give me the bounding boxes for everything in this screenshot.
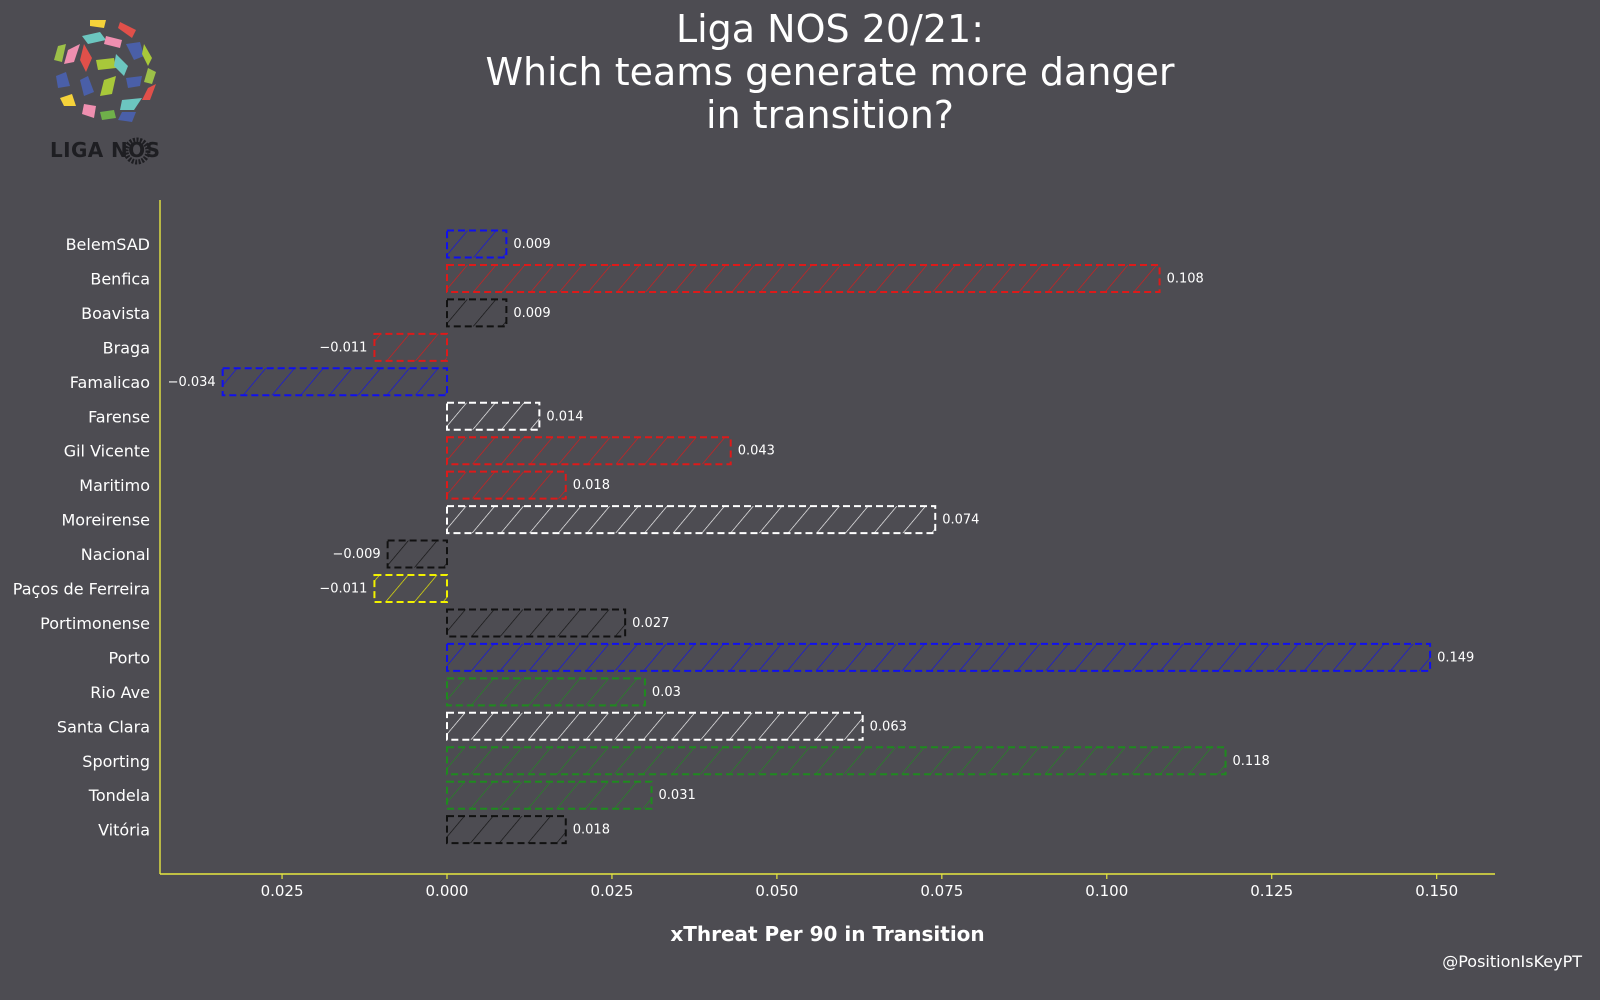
y-tick-label: Farense <box>88 407 150 426</box>
logo-o-icon <box>123 137 151 165</box>
y-tick-label: Boavista <box>81 304 150 323</box>
y-tick-label: Paços de Ferreira <box>13 580 150 599</box>
value-label: 0.014 <box>546 409 583 424</box>
bar-portimonense <box>446 608 627 638</box>
value-label: 0.018 <box>573 478 610 493</box>
bars-layer: 0.009 0.108 0.009 −0.011 −0.034 0.014 0.043 0.0… <box>168 229 1474 845</box>
value-label: 0.03 <box>652 685 681 700</box>
y-tick-label: Rio Ave <box>90 683 150 702</box>
x-axis-label: xThreat Per 90 in Transition <box>670 922 985 946</box>
y-tick-label: BelemSAD <box>66 235 150 254</box>
value-label: 0.149 <box>1437 650 1474 665</box>
axes-layer: BelemSAD Benfica Boavista Braga Famalicao Far… <box>13 200 1495 900</box>
bar-sporting <box>446 746 1227 776</box>
x-tick-label: 0.050 <box>755 882 798 900</box>
y-tick-label: Gil Vicente <box>64 442 150 461</box>
value-label: 0.018 <box>573 823 610 838</box>
bar-boavista <box>446 298 508 328</box>
bar-farense <box>446 401 541 431</box>
x-tick-label: 0.150 <box>1415 882 1458 900</box>
value-label: 0.009 <box>513 237 550 252</box>
title-line-2: Which teams generate more danger <box>485 50 1175 94</box>
y-tick-label: Sporting <box>82 752 150 771</box>
value-label: 0.118 <box>1233 754 1270 769</box>
y-tick-label: Santa Clara <box>57 717 150 736</box>
title-line-3: in transition? <box>706 93 954 137</box>
y-tick-label: Portimonense <box>40 614 150 633</box>
value-label: 0.031 <box>659 788 696 803</box>
y-tick-label: Tondela <box>88 786 150 805</box>
y-tick-label: Braga <box>103 338 150 357</box>
bar-nacional <box>386 539 449 569</box>
x-tick-label: 0.100 <box>1085 882 1128 900</box>
x-tick-label: 0.025 <box>261 882 304 900</box>
logo-ball-icon <box>54 20 156 122</box>
y-tick-label: Benfica <box>90 269 150 288</box>
y-tick-label: Vitória <box>98 821 150 840</box>
title-line-1: Liga NOS 20/21: <box>675 7 985 51</box>
bar-rio-ave <box>446 677 646 707</box>
bar-vit-ria <box>446 815 567 845</box>
y-tick-label: Nacional <box>81 545 150 564</box>
value-label: −0.011 <box>319 582 367 597</box>
chart-title: Liga NOS 20/21: Which teams generate mor… <box>430 8 1230 137</box>
value-label: 0.043 <box>738 444 775 459</box>
value-label: 0.027 <box>632 616 669 631</box>
x-tick-label: 0.075 <box>920 882 963 900</box>
bar-belemsad <box>446 229 508 259</box>
value-label: 0.108 <box>1167 271 1204 286</box>
y-tick-label: Famalicao <box>70 373 150 392</box>
bar-gil-vicente <box>446 436 732 466</box>
bar-moreirense <box>446 505 937 535</box>
bar-maritimo <box>446 470 567 500</box>
x-tick-label: 0.000 <box>426 882 469 900</box>
bar-santa-clara <box>446 711 864 741</box>
value-label: −0.011 <box>319 340 367 355</box>
bar-famalicao <box>221 367 448 397</box>
y-tick-label: Moreirense <box>62 511 151 530</box>
value-label: 0.074 <box>942 513 979 528</box>
y-tick-label: Porto <box>108 648 150 667</box>
credit-text: @PositionIsKeyPT <box>1442 952 1582 971</box>
x-tick-label: 0.025 <box>590 882 633 900</box>
value-label: 0.009 <box>513 306 550 321</box>
logo-text: LIGA NOS <box>50 138 160 162</box>
bar-benfica <box>446 263 1161 293</box>
value-label: −0.034 <box>168 375 216 390</box>
bar-braga <box>373 332 449 362</box>
bar-porto <box>446 642 1432 672</box>
value-label: 0.063 <box>870 719 907 734</box>
bar-pa-os-de-ferreira <box>373 574 449 603</box>
liga-nos-logo: LIGA NOS <box>44 14 174 174</box>
x-tick-label: 0.125 <box>1250 882 1293 900</box>
bar-tondela <box>446 780 653 810</box>
y-tick-label: Maritimo <box>79 476 150 495</box>
value-label: −0.009 <box>333 547 381 562</box>
